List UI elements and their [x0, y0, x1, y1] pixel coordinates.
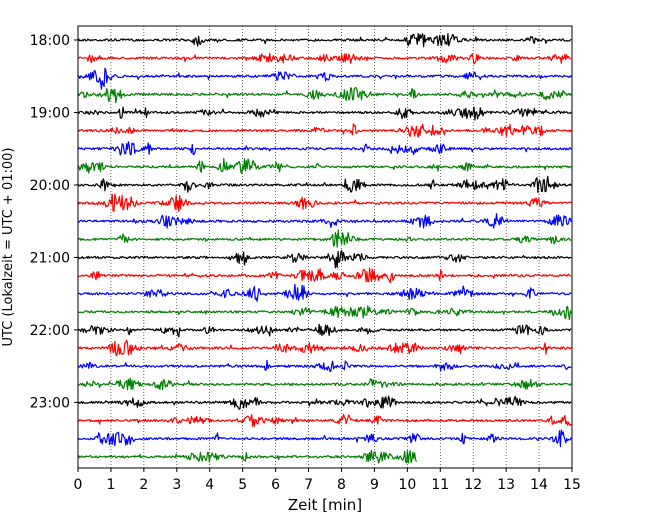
x-tick-label: 5 — [238, 477, 247, 493]
seismic-trace — [77, 229, 572, 248]
x-tick-label: 14 — [530, 477, 548, 493]
x-tick-label: 10 — [398, 477, 416, 493]
seismic-trace — [78, 377, 572, 391]
seismic-trace — [77, 106, 572, 121]
y-tick-label: 21:00 — [30, 250, 70, 266]
x-tick-label: 15 — [563, 477, 581, 493]
seismic-trace — [77, 250, 572, 269]
x-tick-label: 2 — [139, 477, 148, 493]
x-ticks: 0 1 2 3 4 5 6 7 8 9 10 11 12 13 14 15 — [74, 468, 581, 493]
x-tick-label: 0 — [74, 477, 83, 493]
x-tick-label: 12 — [464, 477, 482, 493]
y-tick-label: 20:00 — [30, 178, 70, 194]
x-tick-label: 9 — [370, 477, 379, 493]
x-tick-label: 8 — [337, 477, 346, 493]
seismic-trace — [77, 67, 572, 90]
x-tick-label: 7 — [304, 477, 313, 493]
seismic-trace — [77, 359, 572, 373]
seismic-trace — [77, 213, 572, 229]
seismic-trace — [77, 33, 572, 48]
x-tick-label: 3 — [172, 477, 181, 493]
x-axis-label: Zeit [min] — [288, 496, 362, 514]
seismic-trace — [77, 267, 572, 284]
seismic-trace — [77, 157, 572, 174]
x-tick-label: 13 — [497, 477, 515, 493]
y-tick-label: 19:00 — [30, 105, 70, 121]
plot-frame — [77, 25, 573, 469]
x-tick-label: 11 — [431, 477, 449, 493]
trace-layer — [77, 33, 572, 464]
seismic-trace — [77, 395, 572, 410]
seismic-trace — [77, 52, 572, 65]
y-axis-label: UTC (Lokalzeit = UTC + 01:00) — [1, 148, 16, 347]
seismic-trace — [77, 141, 572, 156]
seismic-trace — [77, 429, 572, 448]
seismic-trace — [77, 305, 572, 321]
seismic-trace — [77, 323, 572, 338]
y-tick-label: 22:00 — [30, 323, 70, 339]
y-ticks: 18:00 19:00 20:00 21:00 22:00 23:00 — [30, 33, 78, 411]
seismic-trace — [77, 283, 572, 302]
seismic-trace — [77, 175, 572, 194]
x-tick-label: 1 — [106, 477, 115, 493]
seismic-trace — [77, 413, 572, 427]
y-tick-label: 18:00 — [30, 33, 70, 49]
seismic-trace — [77, 123, 572, 138]
y-tick-label: 23:00 — [30, 395, 70, 411]
seismic-trace — [77, 193, 572, 212]
seismic-trace — [77, 339, 572, 357]
seismic-trace — [77, 449, 417, 464]
seismic-trace — [77, 86, 572, 104]
x-tick-label: 4 — [205, 477, 214, 493]
x-tick-label: 6 — [271, 477, 280, 493]
